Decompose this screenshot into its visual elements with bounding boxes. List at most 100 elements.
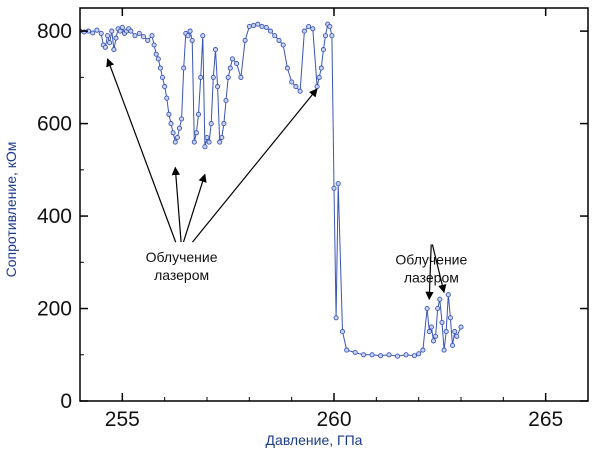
data-point xyxy=(195,111,202,117)
y-tick-label: 400 xyxy=(37,205,72,228)
x-tick-label: 265 xyxy=(528,408,563,431)
data-point xyxy=(185,33,191,39)
data-point xyxy=(280,42,286,48)
annotation-arrow xyxy=(425,244,434,301)
data-point xyxy=(320,47,326,53)
data-point xyxy=(113,35,119,41)
data-point xyxy=(193,130,199,136)
data-point xyxy=(284,65,290,71)
data-point xyxy=(128,28,134,34)
data-point xyxy=(229,56,235,62)
data-point xyxy=(458,324,464,330)
data-point xyxy=(210,74,216,80)
chart-axes xyxy=(79,7,589,402)
data-point xyxy=(339,329,346,335)
annotation-label: Облучение лазером xyxy=(395,251,467,285)
data-point xyxy=(200,33,206,39)
x-tick-label: 255 xyxy=(105,408,140,431)
data-point xyxy=(111,47,117,53)
data-point xyxy=(386,352,392,358)
data-point xyxy=(322,33,329,39)
data-point xyxy=(361,352,367,358)
data-point xyxy=(310,26,316,32)
data-point xyxy=(333,315,339,321)
x-tick-label: 260 xyxy=(316,408,351,431)
data-point xyxy=(155,56,161,62)
y-tick-label: 200 xyxy=(37,298,72,321)
data-point xyxy=(443,329,449,335)
data-point xyxy=(238,74,244,80)
data-point xyxy=(221,121,227,127)
data-point xyxy=(191,139,197,145)
data-point xyxy=(132,33,138,39)
data-point xyxy=(208,121,214,127)
data-point xyxy=(219,134,225,141)
data-point xyxy=(234,60,240,67)
data-point xyxy=(289,79,295,85)
data-point xyxy=(212,47,219,53)
data-point xyxy=(352,349,358,356)
data-point xyxy=(318,65,324,71)
data-point xyxy=(316,74,322,80)
y-tick-label: 0 xyxy=(60,390,72,413)
data-point xyxy=(151,42,157,48)
annotation-arrow xyxy=(171,166,182,243)
data-point xyxy=(206,139,212,145)
data-point xyxy=(140,34,147,40)
chart-marks xyxy=(80,21,464,359)
annotation-label-line: Облучение xyxy=(146,249,218,265)
data-point xyxy=(426,329,432,335)
annotation-arrow xyxy=(182,173,207,243)
data-point xyxy=(331,185,337,191)
annotation-arrow xyxy=(191,88,318,243)
data-point xyxy=(136,30,142,36)
data-point xyxy=(454,333,460,339)
data-point xyxy=(117,28,123,34)
data-point xyxy=(187,28,193,34)
data-point xyxy=(109,28,115,34)
data-point xyxy=(215,84,221,90)
data-point xyxy=(335,181,341,187)
data-point xyxy=(149,33,155,39)
annotation-label: Облучение лазером xyxy=(146,249,218,283)
data-point xyxy=(227,65,233,71)
data-point xyxy=(94,27,100,33)
data-point xyxy=(272,33,278,39)
data-point xyxy=(441,347,447,353)
data-point xyxy=(166,111,172,117)
chart-labels: 255 260 265 0 200 400 600 800 Давление, ГПа Сопро… xyxy=(3,20,563,448)
data-point xyxy=(225,74,231,80)
data-point xyxy=(181,65,187,71)
data-point xyxy=(435,305,441,312)
data-point xyxy=(433,333,439,339)
x-axis-title: Давление, ГПа xyxy=(266,432,363,448)
data-point xyxy=(159,74,166,80)
data-point xyxy=(416,351,422,357)
data-point xyxy=(162,84,168,90)
data-point xyxy=(420,347,426,353)
data-point xyxy=(428,324,434,330)
data-point xyxy=(164,95,170,101)
data-point xyxy=(329,33,335,39)
data-point xyxy=(369,352,375,358)
data-point xyxy=(168,121,174,127)
data-point xyxy=(223,97,229,104)
data-point xyxy=(242,37,248,43)
data-point xyxy=(378,353,384,359)
data-point xyxy=(411,353,417,359)
data-point xyxy=(403,352,409,358)
data-point xyxy=(90,30,96,36)
data-point xyxy=(445,292,451,298)
data-point xyxy=(189,37,195,43)
data-point xyxy=(102,44,108,50)
data-point xyxy=(306,23,312,30)
data-point xyxy=(157,65,163,71)
annotation-label-line: лазером xyxy=(404,269,459,285)
data-point xyxy=(170,130,176,136)
data-point xyxy=(172,139,178,145)
data-point xyxy=(267,28,274,34)
data-point xyxy=(204,134,210,141)
data-point xyxy=(246,23,252,30)
